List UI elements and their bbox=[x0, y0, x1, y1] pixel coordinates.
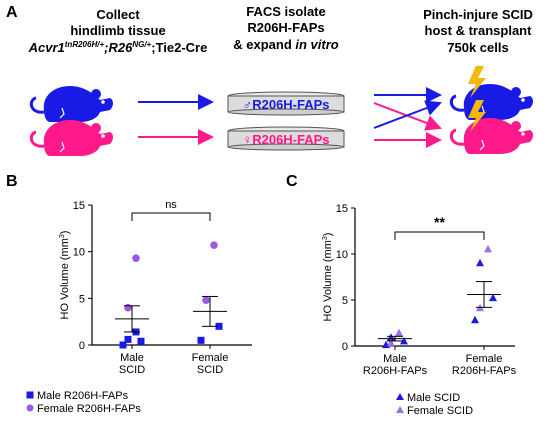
x-tick-label: Female bbox=[192, 352, 229, 364]
legend-label: Female R206H-FAPs bbox=[37, 403, 141, 415]
male-dish-label: ♂R206H-FAPs bbox=[242, 97, 329, 112]
genotype-acvr1-sup: tnR206H/+ bbox=[65, 40, 105, 49]
male-host-injury-bolt-icon bbox=[468, 66, 486, 98]
data-point bbox=[484, 244, 492, 253]
panel-label-a: A bbox=[6, 4, 18, 21]
data-point bbox=[400, 336, 408, 345]
step2-line3-a: & expand bbox=[233, 37, 295, 52]
data-point bbox=[124, 303, 132, 312]
legend-marker bbox=[26, 391, 34, 399]
legend-marker bbox=[396, 393, 404, 400]
legend-label: Female SCID bbox=[407, 405, 473, 417]
y-axis-label-main: HO Volume (mm bbox=[59, 238, 71, 319]
y-tick-label: 5 bbox=[342, 295, 348, 307]
significance-label: ** bbox=[434, 214, 445, 230]
legend-label: Male R206H-FAPs bbox=[37, 390, 129, 402]
female-dish-label: ♀R206H-FAPs bbox=[242, 132, 329, 147]
x-tick-label: Female bbox=[466, 353, 503, 365]
x-tick-label: R206H-FAPs bbox=[452, 365, 517, 377]
step3-line3: 750k cells bbox=[447, 40, 508, 55]
data-point bbox=[476, 258, 484, 267]
data-point bbox=[489, 293, 497, 302]
female-host-mouse-icon bbox=[449, 118, 533, 154]
genotype-r26-sup: NG/+ bbox=[132, 40, 151, 49]
y-axis-label-sup: 3 bbox=[322, 236, 329, 240]
y-tick-label: 5 bbox=[79, 293, 85, 305]
genotype-tie2: ;Tie2-Cre bbox=[151, 40, 207, 55]
x-tick-label: SCID bbox=[119, 364, 145, 376]
step2-line3-b: in vitro bbox=[295, 37, 338, 52]
genotype-r26: R26 bbox=[108, 40, 133, 55]
step3-line2: host & transplant bbox=[425, 23, 533, 38]
significance-bracket bbox=[131, 212, 211, 221]
data-point bbox=[137, 337, 145, 345]
step2-line2: R206H-FAPs bbox=[247, 20, 324, 35]
female-donor-mouse-icon bbox=[29, 120, 113, 156]
y-axis-label: HO Volume (mm3) bbox=[59, 231, 71, 320]
panel-label-b: B bbox=[6, 173, 18, 190]
male-host-mouse-icon bbox=[449, 84, 533, 120]
x-tick-label: Male bbox=[383, 353, 407, 365]
step1-line1: Collect bbox=[96, 7, 140, 22]
step1-genotype: Acvr1tnR206H/+;R26NG/+;Tie2-Cre bbox=[28, 40, 208, 55]
legend-marker bbox=[26, 404, 34, 412]
genotype-sep: ; bbox=[104, 40, 108, 55]
data-point bbox=[215, 322, 223, 330]
data-point bbox=[197, 336, 205, 344]
legend-marker bbox=[396, 406, 404, 413]
data-point bbox=[119, 341, 127, 349]
male-donor-mouse-icon bbox=[29, 86, 113, 122]
step1-line2: hindlimb tissue bbox=[70, 23, 165, 38]
y-tick-label: 10 bbox=[73, 247, 85, 259]
data-point bbox=[395, 328, 403, 337]
y-tick-label: 15 bbox=[336, 203, 348, 215]
data-point bbox=[132, 254, 140, 262]
y-axis-label-end: ) bbox=[59, 231, 71, 235]
genotype-acvr1: Acvr1 bbox=[28, 40, 65, 55]
legend-label: Male SCID bbox=[407, 392, 460, 404]
step2-line3: & expand in vitro bbox=[233, 37, 339, 52]
step3-line1: Pinch-injure SCID bbox=[423, 7, 533, 22]
x-tick-label: SCID bbox=[197, 364, 223, 376]
y-axis-label: HO Volume (mm3) bbox=[322, 233, 334, 322]
data-point bbox=[202, 296, 210, 305]
data-point bbox=[124, 335, 132, 343]
female-host-injury-bolt-icon bbox=[468, 100, 486, 132]
y-tick-label: 15 bbox=[73, 200, 85, 212]
significance-bracket bbox=[394, 231, 485, 240]
y-tick-label: 0 bbox=[79, 340, 85, 352]
y-tick-label: 0 bbox=[342, 341, 348, 353]
y-axis-label-main: HO Volume (mm bbox=[322, 240, 334, 321]
data-point bbox=[387, 338, 395, 347]
male-to-female-arrow bbox=[373, 100, 442, 129]
significance-label: ns bbox=[165, 199, 177, 211]
x-tick-label: R206H-FAPs bbox=[363, 365, 428, 377]
data-point bbox=[471, 315, 479, 324]
y-tick-label: 10 bbox=[336, 249, 348, 261]
data-point bbox=[210, 241, 218, 249]
y-axis-label-end: ) bbox=[322, 233, 334, 237]
male-dish: ♂R206H-FAPs bbox=[227, 91, 345, 116]
x-tick-label: Male bbox=[120, 352, 144, 364]
y-axis-label-sup: 3 bbox=[59, 234, 66, 238]
panel-label-c: C bbox=[286, 173, 298, 190]
female-dish: ♀R206H-FAPs bbox=[227, 126, 345, 151]
step2-line1: FACS isolate bbox=[246, 4, 325, 19]
